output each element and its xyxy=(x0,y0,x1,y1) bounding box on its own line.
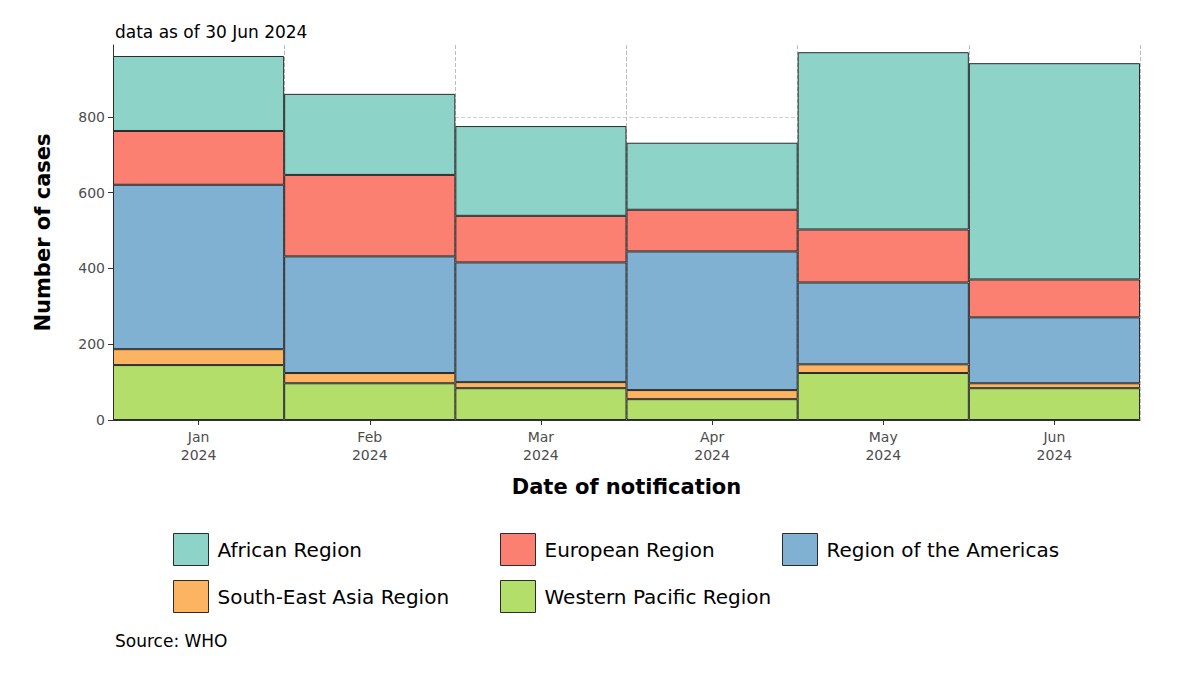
svg-text:European Region: European Region xyxy=(545,538,715,562)
svg-text:Mar: Mar xyxy=(528,429,555,445)
svg-text:200: 200 xyxy=(78,336,105,352)
svg-text:400: 400 xyxy=(78,260,105,276)
svg-text:Source: WHO: Source: WHO xyxy=(115,631,228,651)
svg-text:Jan: Jan xyxy=(187,429,210,445)
svg-text:Apr: Apr xyxy=(700,429,724,445)
svg-text:Jun: Jun xyxy=(1042,429,1065,445)
svg-text:African Region: African Region xyxy=(218,538,363,562)
svg-text:800: 800 xyxy=(78,109,105,125)
svg-text:2024: 2024 xyxy=(352,447,388,463)
svg-text:600: 600 xyxy=(78,185,105,201)
svg-text:2024: 2024 xyxy=(523,447,559,463)
svg-text:Western Pacific Region: Western Pacific Region xyxy=(545,585,772,609)
svg-text:0: 0 xyxy=(96,412,105,428)
svg-text:2024: 2024 xyxy=(694,447,730,463)
svg-text:data as of 30 Jun 2024: data as of 30 Jun 2024 xyxy=(115,22,307,42)
svg-text:Number of cases: Number of cases xyxy=(31,133,55,331)
svg-text:South-East Asia Region: South-East Asia Region xyxy=(218,585,450,609)
svg-text:Date of notification: Date of notification xyxy=(512,475,741,499)
svg-text:2024: 2024 xyxy=(181,447,217,463)
svg-text:2024: 2024 xyxy=(1037,447,1073,463)
svg-text:Region of the Americas: Region of the Americas xyxy=(827,538,1060,562)
svg-text:Feb: Feb xyxy=(357,429,382,445)
svg-text:May: May xyxy=(869,429,898,445)
svg-text:2024: 2024 xyxy=(865,447,901,463)
